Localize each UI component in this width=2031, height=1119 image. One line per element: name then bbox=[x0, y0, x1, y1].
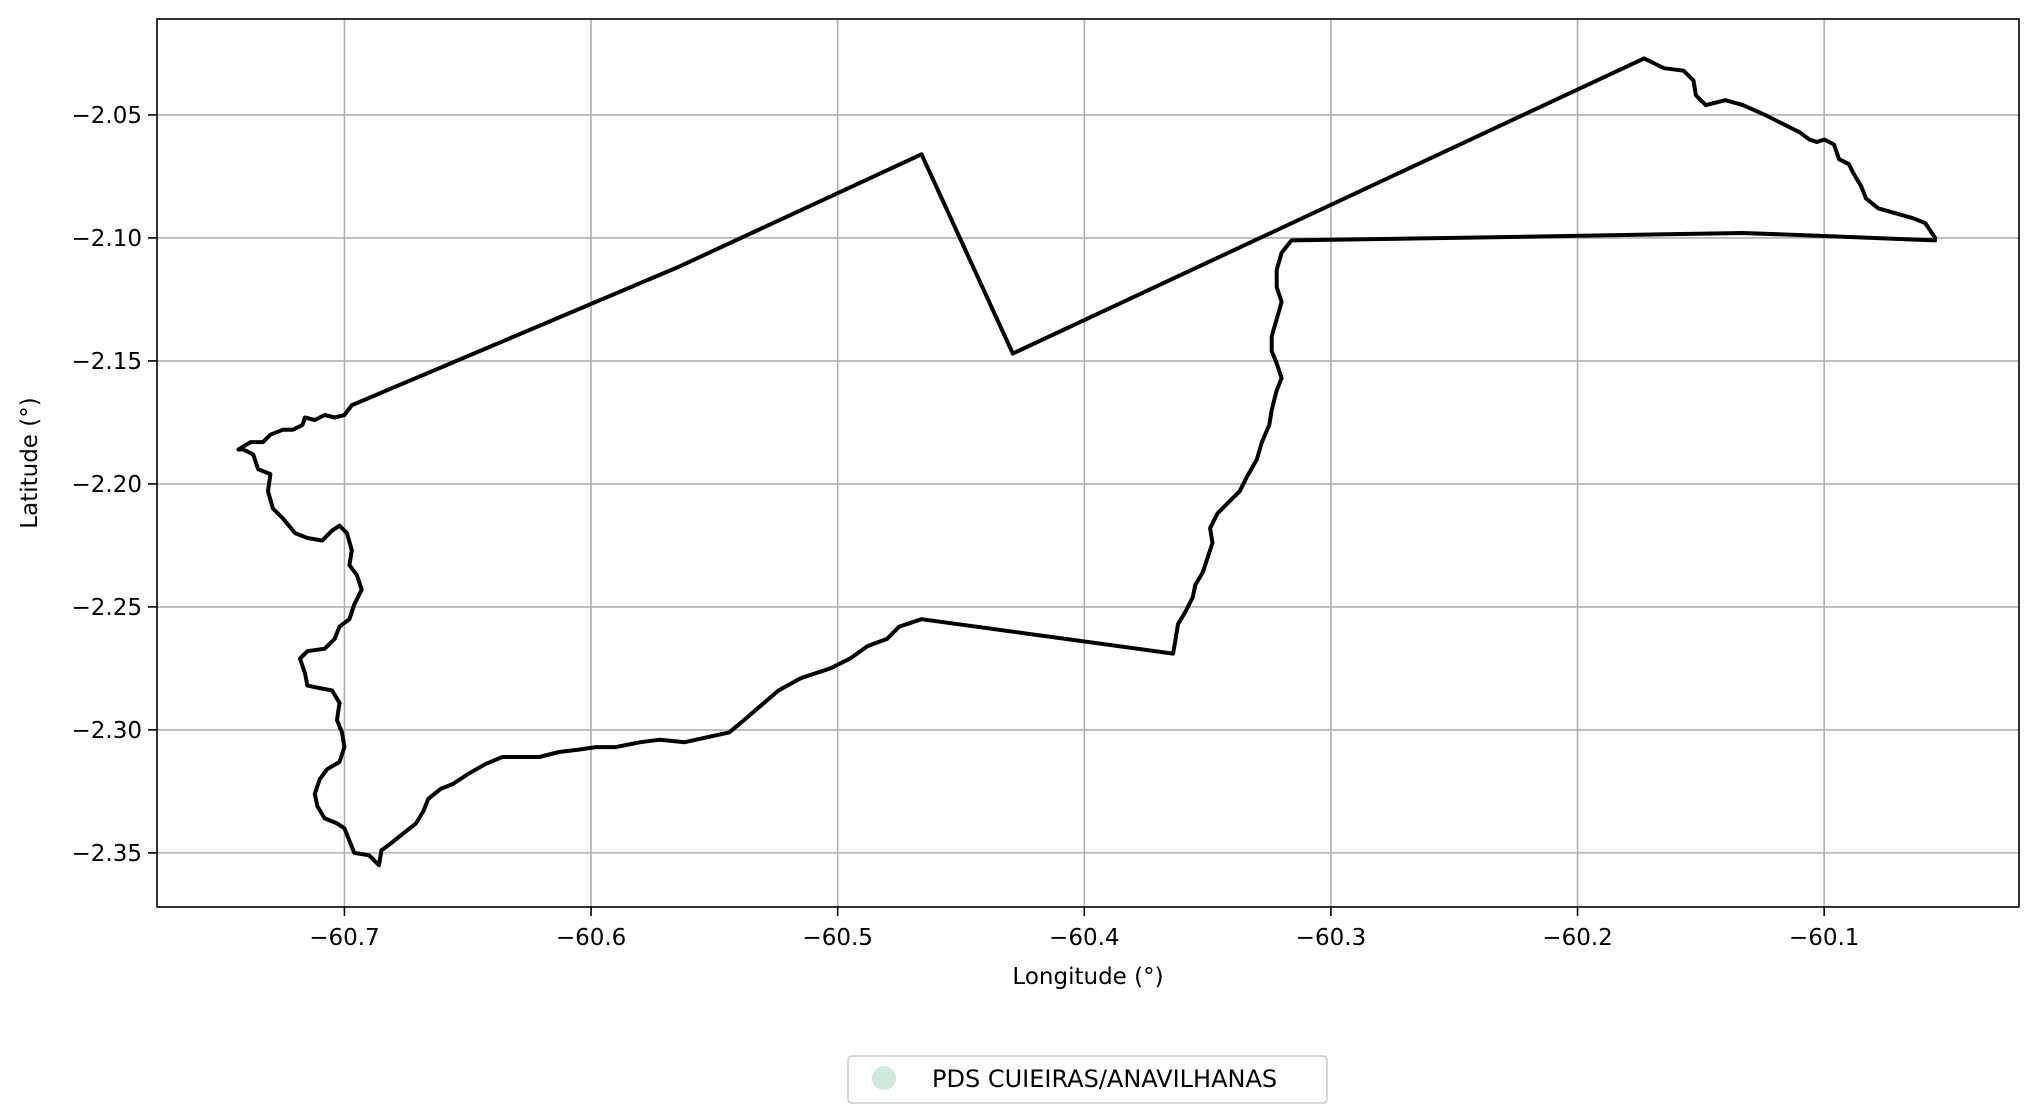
y-tick-label: −2.05 bbox=[72, 103, 142, 129]
x-tick-label: −60.4 bbox=[1049, 925, 1119, 951]
y-tick-label: −2.30 bbox=[72, 718, 142, 744]
y-tick-label: −2.35 bbox=[72, 841, 142, 867]
x-tick-label: −60.3 bbox=[1296, 925, 1366, 951]
x-tick-label: −60.6 bbox=[556, 925, 626, 951]
y-tick-label: −2.25 bbox=[72, 595, 142, 621]
region-layer bbox=[236, 56, 1938, 868]
x-axis-ticks: −60.7 −60.6 −60.5 −60.4 −60.3 −60.2 −60.1 bbox=[309, 907, 1859, 951]
plot-area-background bbox=[157, 19, 2019, 907]
grid-lines bbox=[157, 19, 2019, 907]
y-tick-label: −2.20 bbox=[72, 472, 142, 498]
x-tick-label: −60.2 bbox=[1542, 925, 1612, 951]
legend: PDS CUIEIRAS/ANAVILHANAS bbox=[847, 1055, 1328, 1104]
x-tick-label: −60.5 bbox=[802, 925, 872, 951]
legend-label-pds-cuieiras-anavilhanas: PDS CUIEIRAS/ANAVILHANAS bbox=[932, 1065, 1277, 1093]
legend-frame bbox=[847, 1055, 1328, 1104]
x-tick-label: −60.7 bbox=[309, 925, 379, 951]
y-axis-label: Latitude (°) bbox=[17, 397, 43, 528]
y-tick-label: −2.10 bbox=[72, 226, 142, 252]
y-axis-ticks: −2.05 −2.10 −2.15 −2.20 −2.25 −2.30 −2.35 bbox=[72, 103, 157, 867]
y-tick-label: −2.15 bbox=[72, 349, 142, 375]
region-boundary bbox=[236, 56, 1938, 868]
x-axis-label: Longitude (°) bbox=[1012, 964, 1163, 990]
x-tick-label: −60.1 bbox=[1789, 925, 1859, 951]
legend-marker bbox=[872, 1066, 896, 1090]
plot-frame bbox=[156, 18, 2020, 908]
